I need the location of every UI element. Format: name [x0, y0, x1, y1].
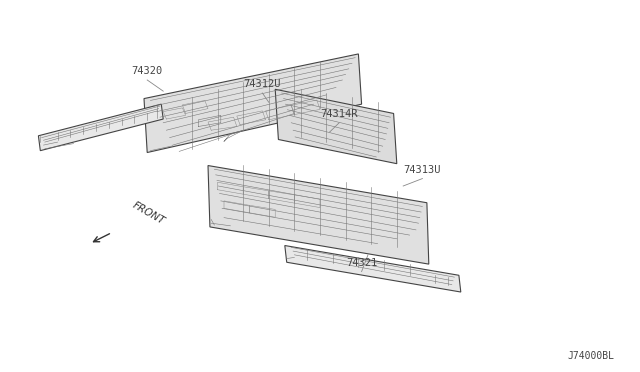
Text: 74312U: 74312U [244, 79, 281, 89]
Text: 74321: 74321 [346, 258, 377, 268]
Text: 74314R: 74314R [321, 109, 358, 119]
Text: J74000BL: J74000BL [568, 351, 614, 361]
Text: 74320: 74320 [132, 66, 163, 76]
Polygon shape [144, 54, 362, 153]
Polygon shape [208, 166, 429, 264]
Polygon shape [38, 104, 163, 151]
Text: FRONT: FRONT [131, 201, 167, 227]
Polygon shape [285, 246, 461, 292]
Text: 74313U: 74313U [404, 165, 441, 175]
Polygon shape [275, 89, 397, 164]
